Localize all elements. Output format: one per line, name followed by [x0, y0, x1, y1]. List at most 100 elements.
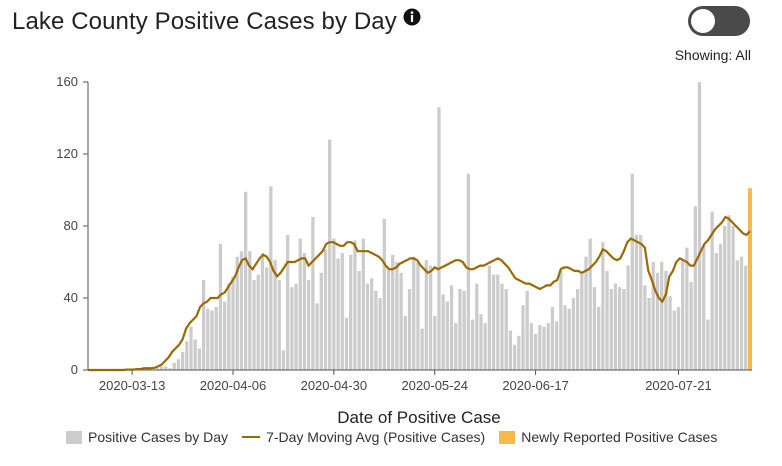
info-circle-icon[interactable] — [403, 8, 421, 26]
bar-positive-cases — [231, 276, 235, 370]
x-tick-label: 2020-07-21 — [645, 378, 712, 393]
bar-positive-cases — [634, 235, 639, 370]
bar-positive-cases — [676, 307, 681, 370]
bar-newly-reported — [748, 188, 752, 370]
x-axis-label: Date of Positive Case — [337, 408, 500, 427]
bar-positive-cases — [576, 289, 580, 370]
bar-positive-cases — [479, 314, 483, 370]
bar-positive-cases — [277, 280, 281, 370]
bar-positive-cases — [437, 107, 441, 370]
bar-positive-cases — [361, 238, 365, 370]
bar-positive-cases — [424, 260, 428, 370]
bar-positive-cases — [689, 281, 693, 370]
chart-title: Lake County Positive Cases by Day — [12, 8, 421, 36]
bar-positive-cases — [714, 253, 718, 370]
bar-positive-cases — [433, 316, 437, 370]
bar-positive-cases — [164, 366, 168, 370]
legend-box-swatch — [499, 430, 516, 444]
bar-positive-cases — [407, 289, 412, 370]
bar-positive-cases — [323, 249, 328, 370]
bar-positive-cases — [269, 186, 273, 370]
bar-positive-cases — [294, 283, 298, 370]
bar-positive-cases — [681, 260, 685, 370]
legend-item[interactable]: Newly Reported Positive Cases — [499, 429, 717, 445]
bar-positive-cases — [239, 251, 244, 370]
bar-positive-cases — [218, 244, 223, 370]
bar-positive-cases — [710, 211, 714, 370]
bar-positive-cases — [206, 308, 210, 370]
bar-positive-cases — [319, 272, 323, 370]
bar-positive-cases — [739, 256, 744, 370]
bar-positive-cases — [508, 330, 513, 370]
bar-positive-cases — [601, 242, 605, 370]
bar-positive-cases — [571, 298, 576, 370]
y-tick-label: 160 — [56, 74, 78, 89]
bar-positive-cases — [668, 296, 672, 370]
bar-positive-cases — [483, 323, 487, 370]
bar-positive-cases — [189, 326, 193, 370]
bar-positive-cases — [470, 319, 475, 370]
legend-item[interactable]: 7-Day Moving Avg (Positive Cases) — [242, 429, 485, 445]
bar-positive-cases — [197, 348, 202, 370]
bar-positive-cases — [500, 283, 504, 370]
bar-positive-cases — [580, 272, 584, 370]
toggle-knob — [691, 9, 715, 33]
bar-positive-cases — [735, 260, 739, 370]
bar-positive-cases — [315, 303, 319, 370]
bar-positive-cases — [643, 285, 647, 370]
bar-positive-cases — [529, 323, 534, 370]
bar-positive-cases — [222, 301, 227, 370]
bar-positive-cases — [626, 265, 630, 370]
bar-positive-cases — [185, 341, 189, 370]
bar-positive-cases — [349, 254, 353, 370]
bar-positive-cases — [546, 323, 550, 370]
bar-positive-cases — [718, 244, 723, 370]
bar-positive-cases — [395, 262, 399, 370]
bar-positive-cases — [697, 82, 702, 370]
legend-item[interactable]: Positive Cases by Day — [66, 429, 228, 445]
bar-positive-cases — [168, 368, 172, 370]
bar-positive-cases — [201, 280, 206, 370]
bar-positive-cases — [744, 265, 748, 370]
bar-positive-cases — [281, 350, 286, 370]
x-tick-label: 2020-03-13 — [99, 378, 166, 393]
show-all-toggle[interactable] — [688, 6, 750, 36]
bar-positive-cases — [655, 272, 660, 370]
bar-positive-cases — [428, 265, 433, 370]
bar-positive-cases — [647, 298, 651, 370]
bar-positive-cases — [172, 362, 176, 370]
x-tick-label: 2020-06-17 — [502, 378, 569, 393]
bar-positive-cases — [538, 325, 542, 370]
bar-positive-cases — [517, 335, 521, 370]
bar-positive-cases — [336, 258, 340, 370]
bar-positive-cases — [155, 368, 160, 370]
bar-positive-cases — [416, 262, 420, 370]
bar-positive-cases — [462, 290, 466, 370]
bar-positive-cases — [521, 305, 525, 370]
bar-positive-cases — [693, 206, 697, 370]
bar-positive-cases — [340, 253, 344, 370]
x-tick-label: 2020-04-06 — [200, 378, 267, 393]
bar-positive-cases — [370, 278, 374, 370]
legend-box-swatch — [66, 430, 82, 444]
bar-positive-cases — [445, 301, 449, 370]
bar-positive-cases — [618, 287, 622, 370]
bar-positive-cases — [567, 308, 571, 370]
bar-positive-cases — [723, 226, 727, 370]
bar-positive-cases — [609, 289, 613, 370]
bar-positive-cases — [639, 235, 643, 370]
bar-positive-cases — [605, 271, 609, 370]
bar-positive-cases — [702, 245, 706, 370]
bar-positive-cases — [512, 344, 517, 370]
bar-positive-cases — [487, 265, 492, 370]
bar-positive-cases — [328, 139, 332, 370]
bar-positive-cases — [365, 283, 370, 370]
bar-positive-cases — [290, 287, 294, 370]
bar-positive-cases — [525, 290, 529, 370]
bar-positive-cases — [244, 191, 248, 370]
bar-positive-cases — [399, 272, 403, 370]
bar-positive-cases — [466, 173, 471, 370]
bar-positive-cases — [504, 289, 508, 370]
bar-positive-cases — [382, 218, 386, 370]
